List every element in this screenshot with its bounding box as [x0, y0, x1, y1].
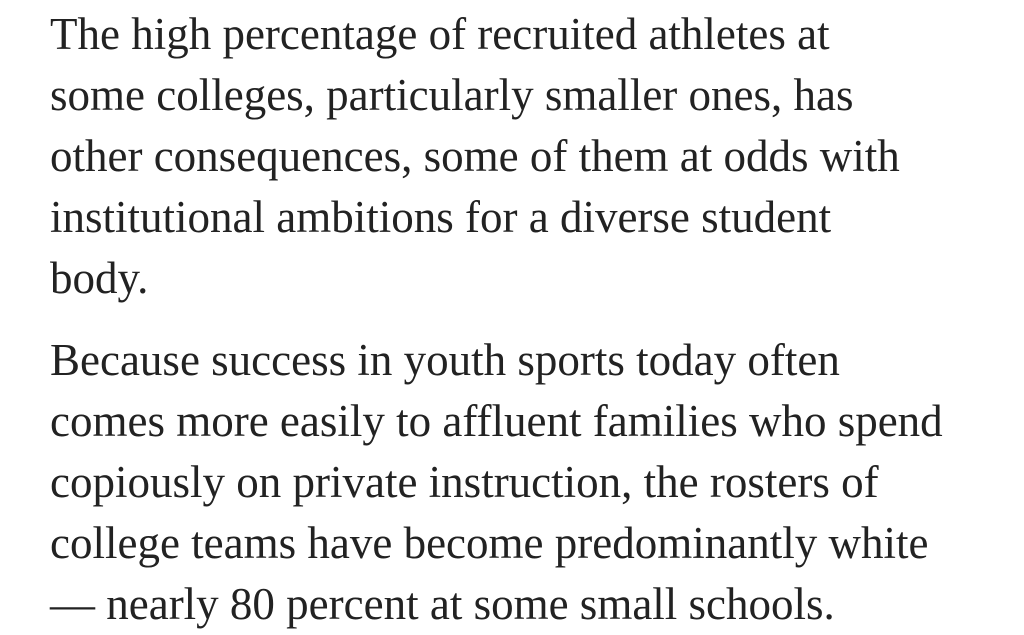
paragraph-line: other consequences, some of them at odds…: [50, 131, 900, 181]
paragraph-line: institutional ambitions for a diverse st…: [50, 192, 832, 242]
paragraph-recruited-athletes: The high percentage of recruited athlete…: [50, 4, 900, 309]
paragraph-youth-sports: Because success in youth sports today of…: [50, 330, 943, 635]
paragraph-line: college teams have become predominantly …: [50, 518, 929, 568]
paragraph-line: — nearly 80 percent at some small school…: [50, 579, 835, 629]
paragraph-line: comes more easily to affluent families w…: [50, 396, 943, 446]
paragraph-line: Because success in youth sports today of…: [50, 335, 840, 385]
paragraph-line: The high percentage of recruited athlete…: [50, 9, 830, 59]
paragraph-line: some colleges, particularly smaller ones…: [50, 70, 854, 120]
paragraph-line: body.: [50, 253, 149, 303]
paragraph-line: copiously on private instruction, the ro…: [50, 457, 879, 507]
